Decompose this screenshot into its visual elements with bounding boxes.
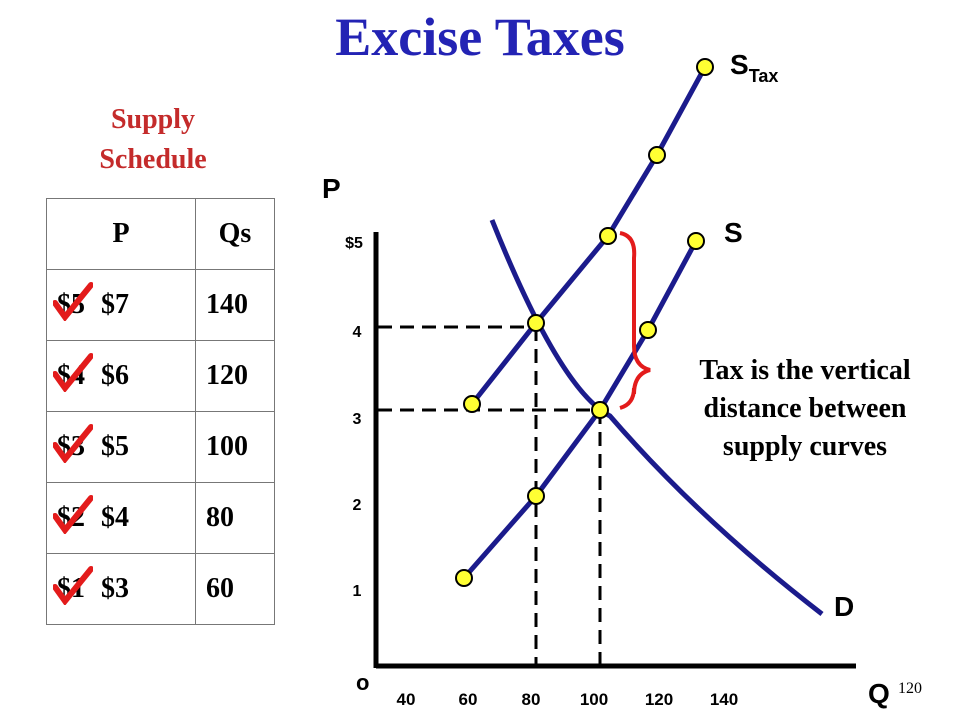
- x-tick: 140: [710, 690, 738, 709]
- col-header-p: P: [46, 198, 196, 270]
- schedule-heading: Supply Schedule: [58, 100, 248, 180]
- price-cell: $3 $5: [46, 411, 196, 483]
- check-mark-icon: [53, 282, 93, 321]
- tax-equilibrium-point: [527, 314, 545, 332]
- origin-label: o: [356, 670, 369, 695]
- qs-cell: 60: [195, 553, 275, 625]
- check-mark-icon: [53, 424, 93, 463]
- x-tick-labels: 40 60 80 100 120 140: [397, 690, 739, 709]
- qs-cell: 100: [195, 411, 275, 483]
- table-row: $5 $7 140: [46, 269, 275, 341]
- equilibrium-point: [591, 401, 609, 419]
- x-tick: 120: [645, 690, 673, 709]
- stax-point: [648, 146, 666, 164]
- x-tick: 60: [459, 690, 478, 709]
- schedule-heading-line2: Schedule: [99, 144, 207, 175]
- stax-point: [463, 395, 481, 413]
- qs-cell: 120: [195, 340, 275, 412]
- tax-explanation-note: Tax is the vertical distance between sup…: [660, 352, 950, 466]
- supply-schedule-table: P Qs $5 $7 140 $4 $6 120 $3 $5 100 $2 $4 80 …: [46, 198, 275, 625]
- dashed-guides: [378, 325, 602, 666]
- table-row: $4 $6 120: [46, 340, 275, 412]
- check-mark-icon: [53, 566, 93, 605]
- s-tax-label: STax: [730, 49, 778, 86]
- y-tick-labels: $5 4 3 2 1: [345, 235, 363, 600]
- demand-label: D: [834, 591, 854, 622]
- qs-cell: 140: [195, 269, 275, 341]
- page-number: 120: [898, 680, 922, 697]
- new-price: $4: [101, 502, 129, 533]
- table-row: $3 $5 100: [46, 411, 275, 483]
- y-tick: 3: [353, 411, 362, 428]
- price-cell: $4 $6: [46, 340, 196, 412]
- table-row: $1 $3 60: [46, 553, 275, 625]
- x-tick: 80: [522, 690, 541, 709]
- note-line3: supply curves: [722, 431, 888, 462]
- new-price: $6: [101, 360, 129, 391]
- price-cell: $5 $7: [46, 269, 196, 341]
- new-price: $3: [101, 573, 129, 604]
- schedule-heading-line1: Supply: [110, 104, 196, 135]
- s-tax-label-main: S: [730, 49, 749, 80]
- col-header-qs: Qs: [195, 198, 275, 270]
- stax-point: [696, 58, 714, 76]
- s-tax-label-sub: Tax: [749, 66, 779, 86]
- note-line2: distance between: [703, 393, 907, 424]
- y-tick: 2: [353, 497, 362, 514]
- new-price: $5: [101, 431, 129, 462]
- curve-points: [455, 58, 714, 587]
- price-cell: $1 $3: [46, 553, 196, 625]
- s-point: [527, 487, 545, 505]
- new-price: $7: [101, 289, 129, 320]
- y-axis-label: P: [322, 173, 341, 204]
- stax-point: [599, 227, 617, 245]
- note-line1: Tax is the vertical: [699, 355, 911, 386]
- table-row: $2 $4 80: [46, 482, 275, 554]
- table-header-row: P Qs: [46, 198, 275, 270]
- y-tick: 4: [353, 324, 362, 341]
- y-tick: 1: [353, 583, 362, 600]
- check-mark-icon: [53, 495, 93, 534]
- s-point: [687, 232, 705, 250]
- check-mark-icon: [53, 353, 93, 392]
- supply-label: S: [724, 217, 743, 248]
- tax-brace-icon: [619, 231, 651, 410]
- y-tick: $5: [345, 235, 363, 252]
- price-cell: $2 $4: [46, 482, 196, 554]
- x-tick: 100: [580, 690, 608, 709]
- s-point: [639, 321, 657, 339]
- x-axis-label: Q: [868, 678, 890, 709]
- x-tick: 40: [397, 690, 416, 709]
- qs-cell: 80: [195, 482, 275, 554]
- s-point: [455, 569, 473, 587]
- slide-title: Excise Taxes: [335, 7, 625, 67]
